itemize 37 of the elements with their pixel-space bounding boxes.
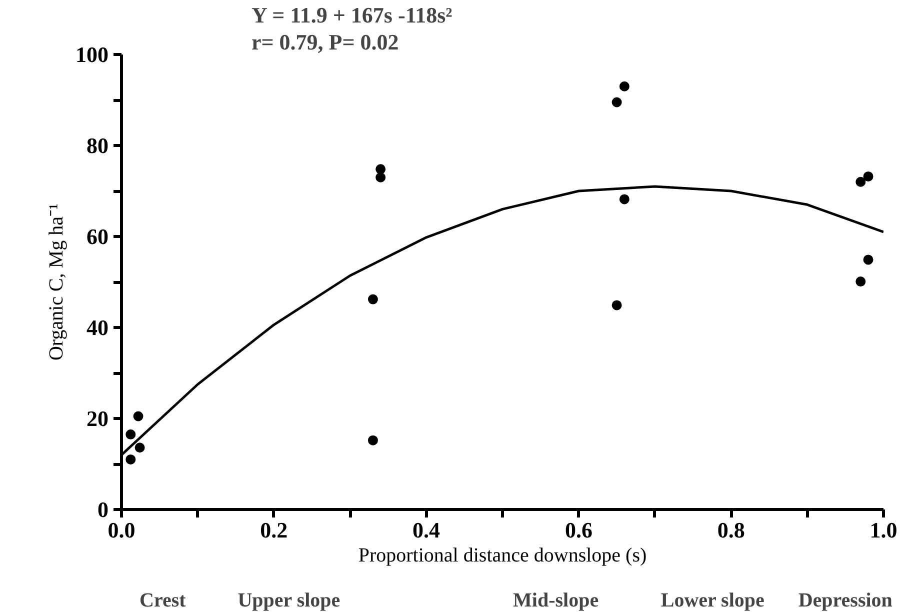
y-tick-label: 100	[76, 42, 108, 67]
x-tick-label: 1.0	[870, 518, 898, 542]
y-tick-label: 40	[86, 315, 108, 340]
text: Mid-slope	[513, 590, 599, 612]
x-tick-label: 0.6	[564, 518, 592, 542]
point	[376, 172, 386, 182]
point	[133, 411, 144, 422]
point	[612, 97, 622, 108]
point	[619, 81, 630, 92]
text: Upper slope	[238, 590, 340, 612]
x-tick-label: 0.8	[717, 518, 745, 542]
point	[368, 294, 378, 304]
point	[856, 176, 866, 187]
text: Crest	[140, 590, 186, 612]
point	[134, 442, 145, 453]
point	[368, 435, 378, 446]
point	[619, 194, 630, 204]
x-tick-label: 0.0	[108, 518, 136, 542]
y-tick-label: 0	[98, 497, 108, 522]
y-tick-label: 80	[86, 133, 108, 158]
point	[126, 429, 136, 440]
point	[856, 276, 866, 287]
point	[612, 300, 622, 310]
chart-title: Y = 11.9 + 167s -118s²	[252, 2, 453, 28]
text: Depression	[798, 590, 892, 612]
x-axis-title: Proportional distance downslope (s)	[358, 544, 647, 566]
point	[376, 164, 386, 174]
point	[863, 254, 874, 265]
point	[126, 454, 136, 464]
y-tick-label: 20	[86, 406, 108, 431]
x-tick-label: 0.2	[260, 518, 288, 542]
point	[863, 171, 874, 182]
y-tick-label: 60	[86, 224, 108, 249]
x-tick-label: 0.4	[412, 518, 440, 542]
y-axis-title: Organic C, Mg ha⁻¹	[46, 203, 68, 361]
chart-subtitle: r= 0.79, P= 0.02	[252, 30, 399, 54]
text: Lower slope	[660, 590, 765, 612]
